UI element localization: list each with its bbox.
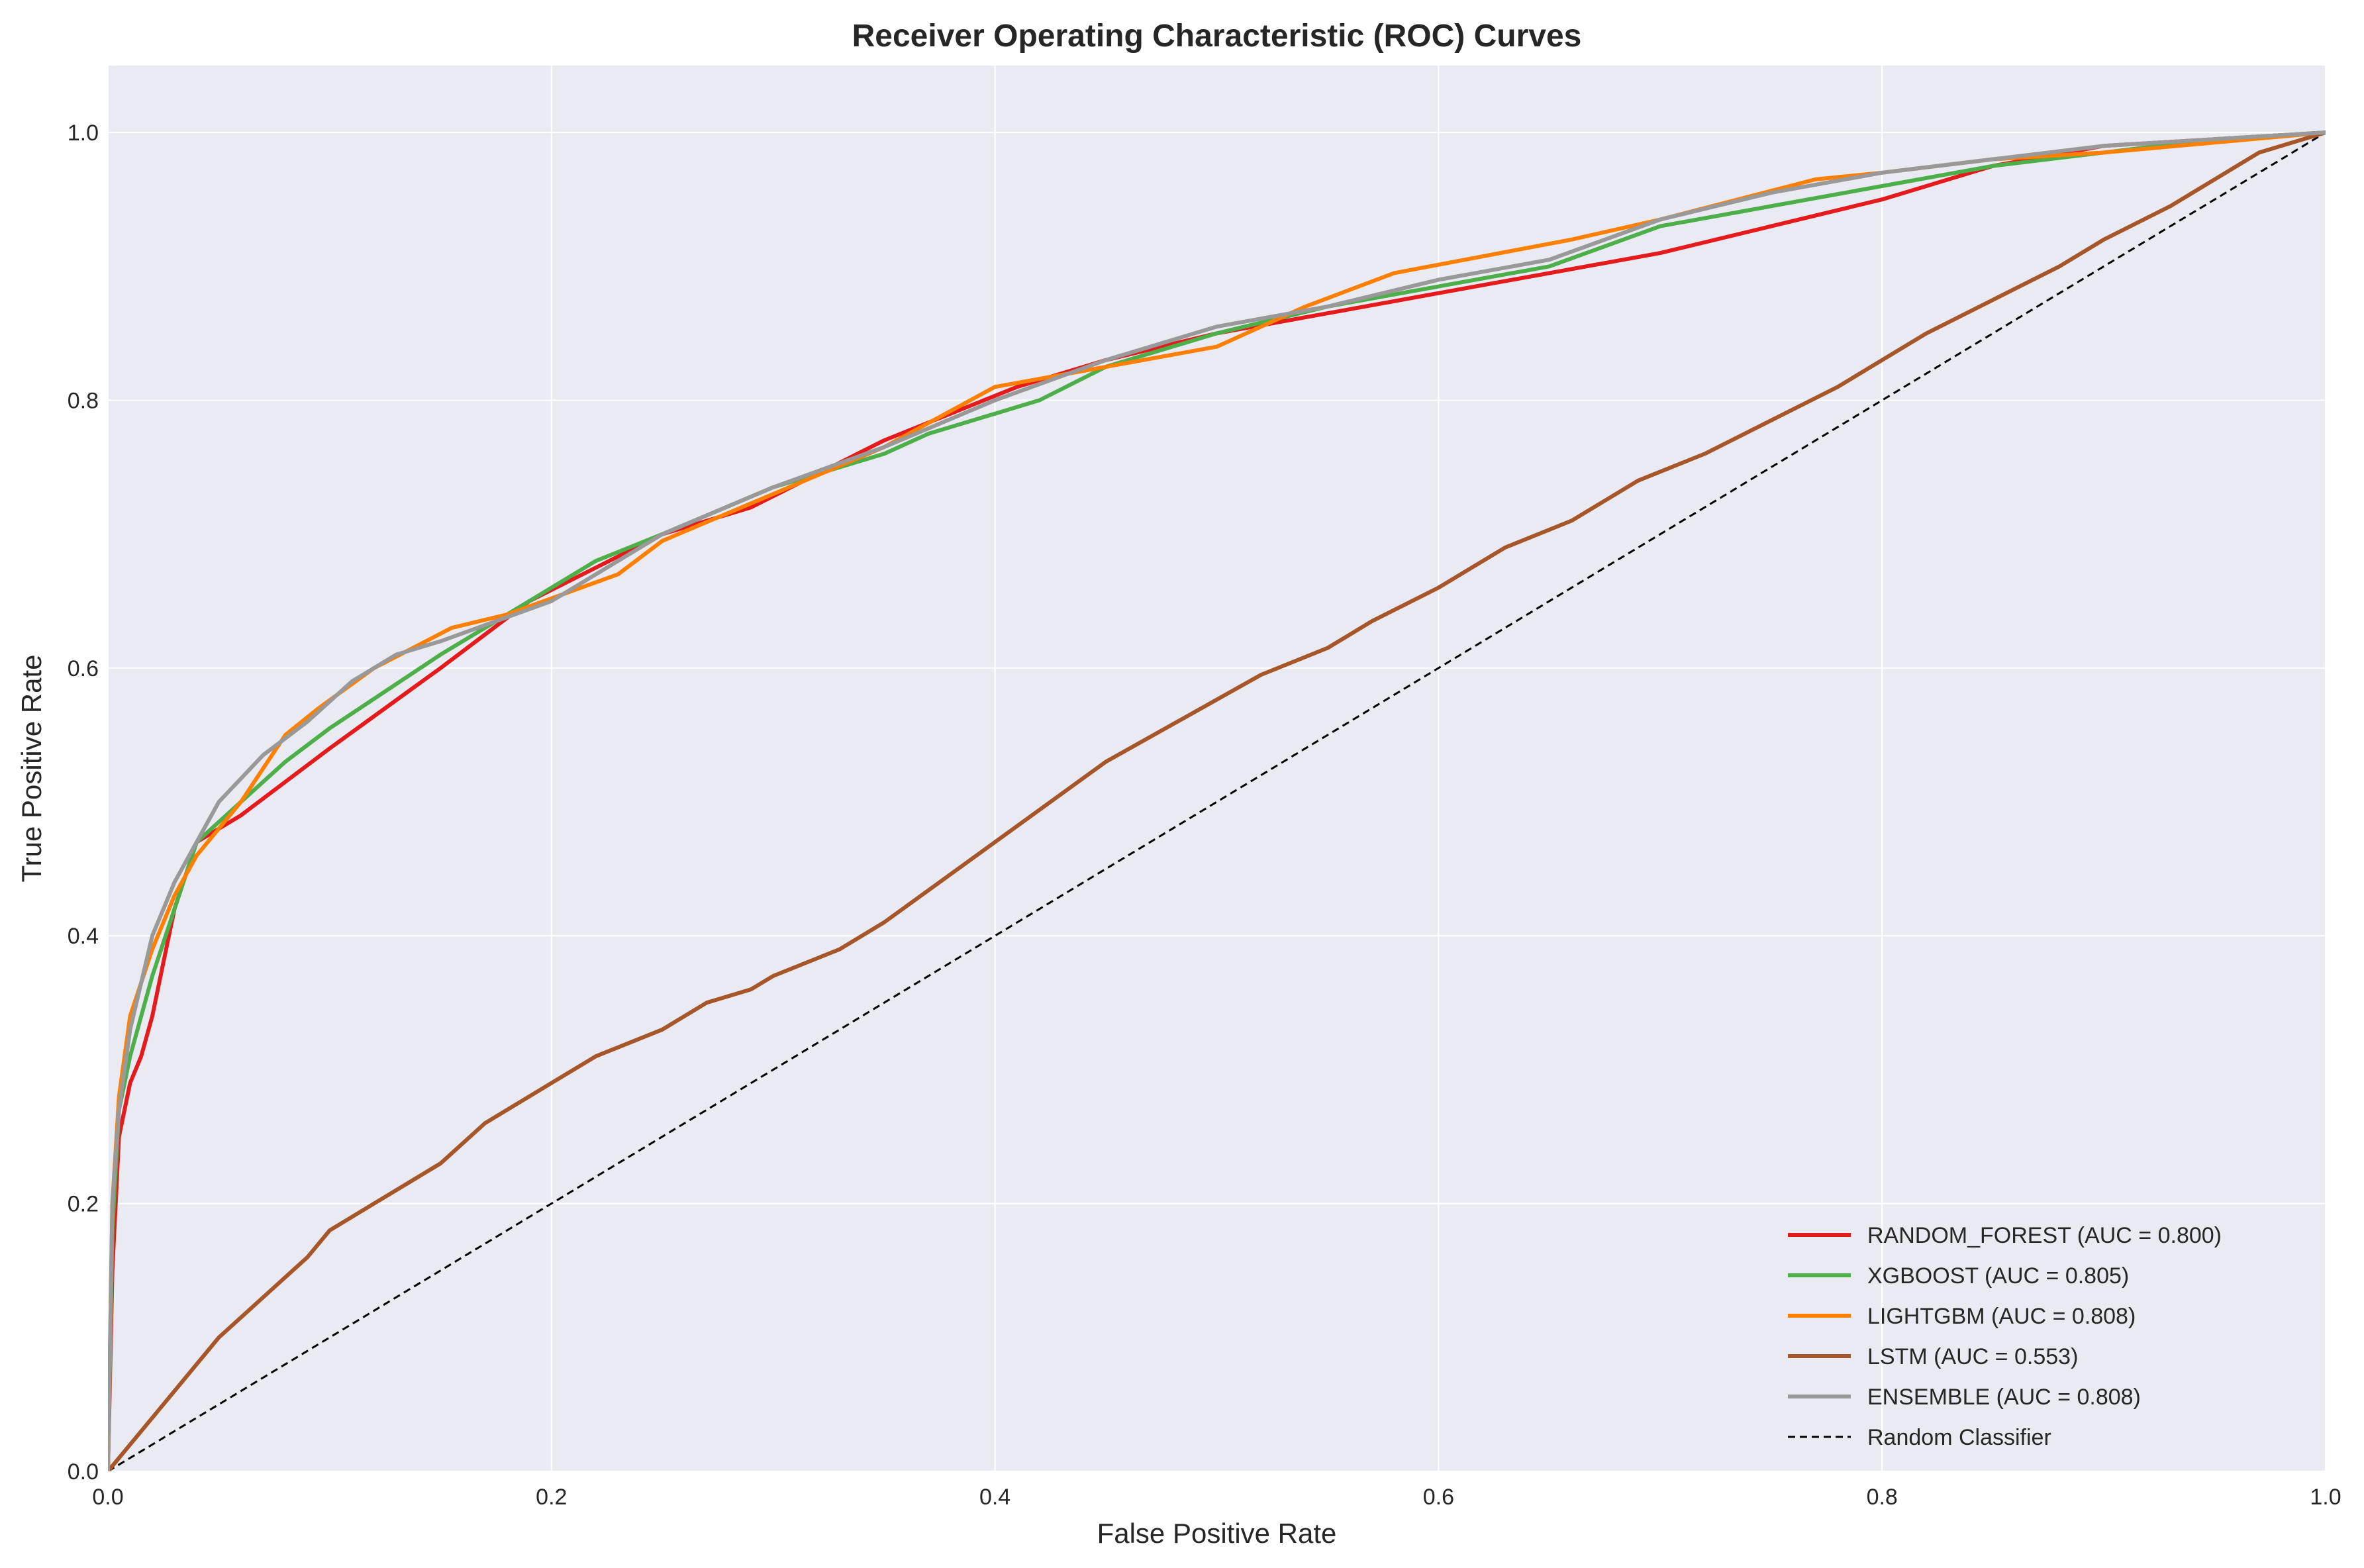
y-tick-label: 0.0 <box>68 1459 99 1485</box>
legend-entry-label: LSTM (AUC = 0.553) <box>1867 1344 2078 1369</box>
series-lines <box>108 130 2326 1471</box>
y-tick-label: 0.8 <box>68 388 99 413</box>
gridlines <box>107 66 2326 1472</box>
plot-area <box>108 66 2326 1471</box>
legend: RANDOM_FOREST (AUC = 0.800) XGBOOST (AUC … <box>1788 1223 2222 1450</box>
legend-entry-label: LIGHTGBM (AUC = 0.808) <box>1867 1304 2136 1329</box>
legend-entry-label: RANDOM_FOREST (AUC = 0.800) <box>1867 1223 2222 1248</box>
x-tick-label: 0.4 <box>979 1485 1010 1510</box>
y-tick-label: 0.6 <box>68 656 99 681</box>
legend-entry-label: XGBOOST (AUC = 0.805) <box>1867 1263 2129 1289</box>
y-tick-label: 1.0 <box>68 121 99 146</box>
tick-labels: 0.0 0.2 0.4 0.6 0.8 1.0 0.0 0.2 0.4 0.6 0.8 1.0 <box>68 121 2341 1510</box>
y-axis-label: True Positive Rate <box>16 655 47 883</box>
legend-entry-label: Random Classifier <box>1867 1425 2051 1450</box>
series-line-random <box>108 131 2326 1471</box>
x-tick-label: 0.6 <box>1423 1485 1454 1510</box>
y-tick-label: 0.4 <box>68 924 99 949</box>
x-tick-label: 0.8 <box>1867 1485 1898 1510</box>
x-tick-label: 1.0 <box>2310 1485 2341 1510</box>
x-tick-label: 0.2 <box>536 1485 567 1510</box>
legend-entry-label: ENSEMBLE (AUC = 0.808) <box>1867 1385 2141 1410</box>
chart-title: Receiver Operating Characteristic (ROC) … <box>852 19 1582 54</box>
series-line-lstm <box>108 130 2326 1471</box>
x-tick-label: 0.0 <box>92 1485 123 1510</box>
x-axis-label: False Positive Rate <box>1097 1518 1337 1549</box>
y-tick-label: 0.2 <box>68 1192 99 1217</box>
series-line-ensemble <box>108 130 2326 1471</box>
